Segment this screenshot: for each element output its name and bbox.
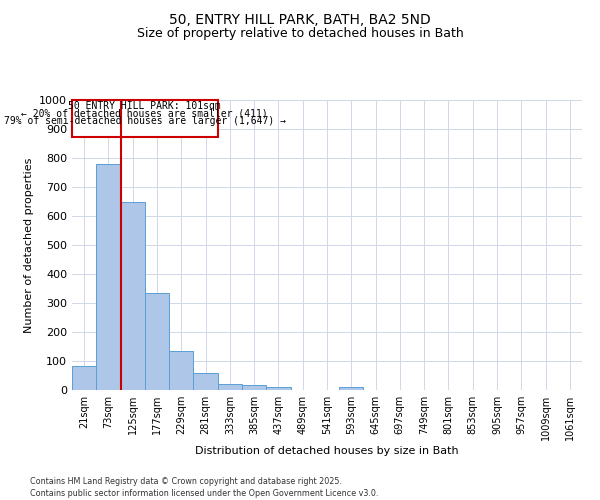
Text: 79% of semi-detached houses are larger (1,647) →: 79% of semi-detached houses are larger (… xyxy=(4,116,286,126)
Bar xyxy=(121,202,145,390)
Bar xyxy=(218,384,242,390)
FancyBboxPatch shape xyxy=(72,100,218,137)
Bar xyxy=(96,164,121,390)
Bar xyxy=(169,351,193,390)
X-axis label: Distribution of detached houses by size in Bath: Distribution of detached houses by size … xyxy=(195,446,459,456)
Bar xyxy=(193,373,218,390)
Y-axis label: Number of detached properties: Number of detached properties xyxy=(23,158,34,332)
Text: ← 20% of detached houses are smaller (411): ← 20% of detached houses are smaller (41… xyxy=(22,108,268,118)
Text: 50, ENTRY HILL PARK, BATH, BA2 5ND: 50, ENTRY HILL PARK, BATH, BA2 5ND xyxy=(169,12,431,26)
Text: Contains HM Land Registry data © Crown copyright and database right 2025.: Contains HM Land Registry data © Crown c… xyxy=(30,478,342,486)
Bar xyxy=(266,388,290,390)
Bar xyxy=(242,385,266,390)
Text: 50 ENTRY HILL PARK: 101sqm: 50 ENTRY HILL PARK: 101sqm xyxy=(68,101,221,111)
Bar xyxy=(145,293,169,390)
Bar xyxy=(72,366,96,390)
Text: Size of property relative to detached houses in Bath: Size of property relative to detached ho… xyxy=(137,28,463,40)
Bar xyxy=(339,387,364,390)
Text: Contains public sector information licensed under the Open Government Licence v3: Contains public sector information licen… xyxy=(30,489,379,498)
